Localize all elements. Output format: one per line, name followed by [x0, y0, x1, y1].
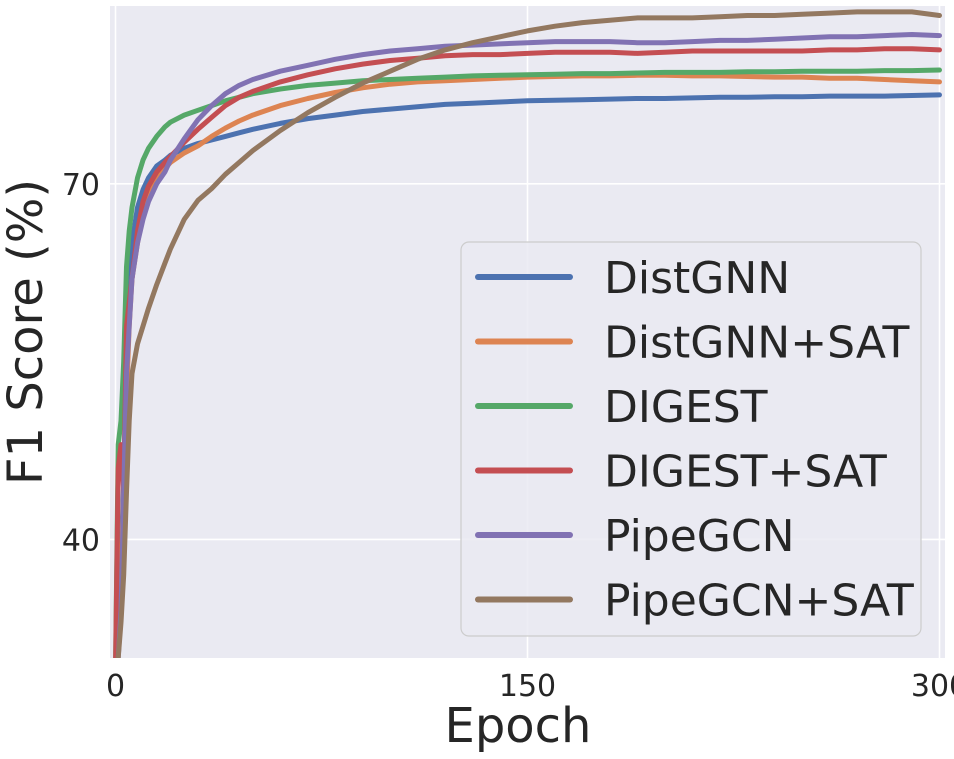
legend-frame: [460, 241, 922, 637]
series-line-distgnn: [113, 92, 942, 658]
legend-label: PipeGCN+SAT: [604, 576, 914, 627]
legend-label: DIGEST+SAT: [604, 447, 887, 498]
x-tick-label: 0: [106, 669, 125, 704]
x-axis-title: Epoch: [445, 698, 592, 754]
legend-label: PipeGCN: [604, 511, 795, 562]
tick-labels: 0 150 300 40 70: [62, 168, 954, 704]
series-lines: [113, 9, 942, 658]
y-tick-label: 70: [62, 168, 100, 203]
series-line-digest-sat: [113, 46, 942, 658]
legend-label: DIGEST: [604, 382, 768, 433]
x-tick-label: 150: [499, 669, 556, 704]
legend-label: DistGNN+SAT: [604, 318, 910, 369]
series-line-pipegcn: [115, 32, 942, 658]
y-axis-title: F1 Score (%): [0, 179, 54, 485]
x-tick-label: 300: [911, 669, 954, 704]
legend-label: DistGNN: [604, 253, 790, 304]
y-tick-label: 40: [62, 523, 100, 558]
series-line-pipegcn-sat: [115, 9, 942, 658]
legend: DistGNN DistGNN+SAT DIGEST DIGEST+SAT PipeGC…: [460, 241, 922, 637]
series-line-digest: [113, 67, 942, 658]
